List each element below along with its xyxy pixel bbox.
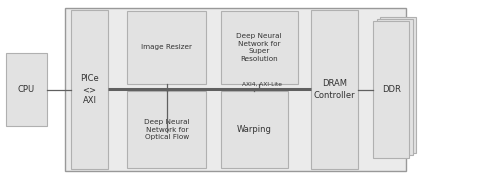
Text: Deep Neural
Network for
Super
Resolution: Deep Neural Network for Super Resolution: [237, 33, 282, 62]
Bar: [71, 10, 108, 169]
Bar: [221, 11, 298, 84]
Bar: [221, 91, 288, 168]
Text: PICe
<>
AXI: PICe <> AXI: [80, 74, 99, 105]
Text: Deep Neural
Network for
Optical Flow: Deep Neural Network for Optical Flow: [144, 119, 190, 140]
Bar: [127, 91, 206, 168]
Bar: [6, 53, 47, 126]
Text: Image Resizer: Image Resizer: [141, 44, 192, 50]
Bar: [127, 11, 206, 84]
Bar: [377, 19, 413, 155]
Text: DRAM
Controller: DRAM Controller: [313, 79, 355, 100]
Bar: [373, 21, 409, 158]
Text: Warping: Warping: [237, 125, 272, 134]
Bar: [380, 17, 416, 153]
Text: CPU: CPU: [18, 85, 35, 94]
Bar: [311, 10, 358, 169]
Text: DDR: DDR: [382, 85, 401, 94]
Text: AXI4, AXI-Lite: AXI4, AXI-Lite: [242, 82, 282, 87]
Bar: [65, 8, 406, 171]
